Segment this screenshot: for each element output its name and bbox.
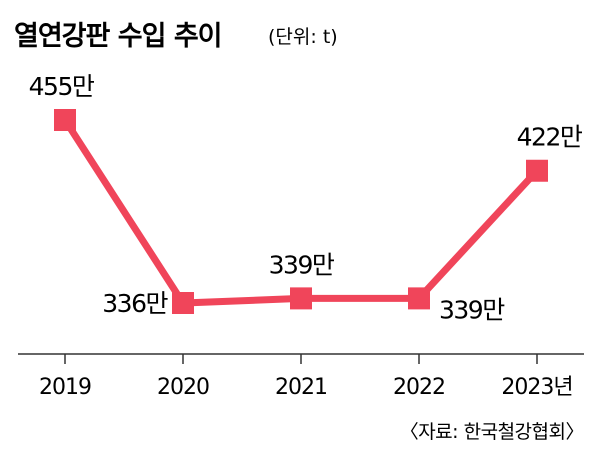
- data-point-0: [54, 109, 76, 131]
- x-tick-label-2: 2021: [275, 375, 327, 400]
- chart-title: 열연강판 수입 추이: [14, 21, 222, 52]
- data-label-3: 339만: [439, 295, 505, 324]
- data-label-1: 336만: [102, 289, 168, 318]
- data-point-4: [526, 159, 548, 182]
- x-axis-tick-labels: 2019 2020 2021 2022 2023년: [39, 375, 574, 400]
- data-label-0: 455만: [29, 72, 95, 101]
- x-tick-label-1: 2020: [157, 375, 209, 400]
- source-note: 〈자료: 한국철강협회〉: [400, 421, 584, 443]
- unit-label: (단위: t): [268, 26, 338, 48]
- x-tick-label-0: 2019: [39, 375, 91, 400]
- x-tick-label-3: 2022: [393, 375, 445, 400]
- data-point-1: [172, 292, 194, 314]
- data-point-2: [290, 287, 312, 310]
- data-label-2: 339만: [269, 250, 335, 279]
- data-labels: 455만 336만 339만 339만 422만: [29, 72, 585, 324]
- x-tick-label-4: 2023년: [501, 375, 572, 400]
- data-point-3: [408, 287, 430, 310]
- data-markers: [54, 109, 548, 314]
- data-label-4: 422만: [517, 123, 583, 152]
- x-axis-ticks: [64, 354, 538, 364]
